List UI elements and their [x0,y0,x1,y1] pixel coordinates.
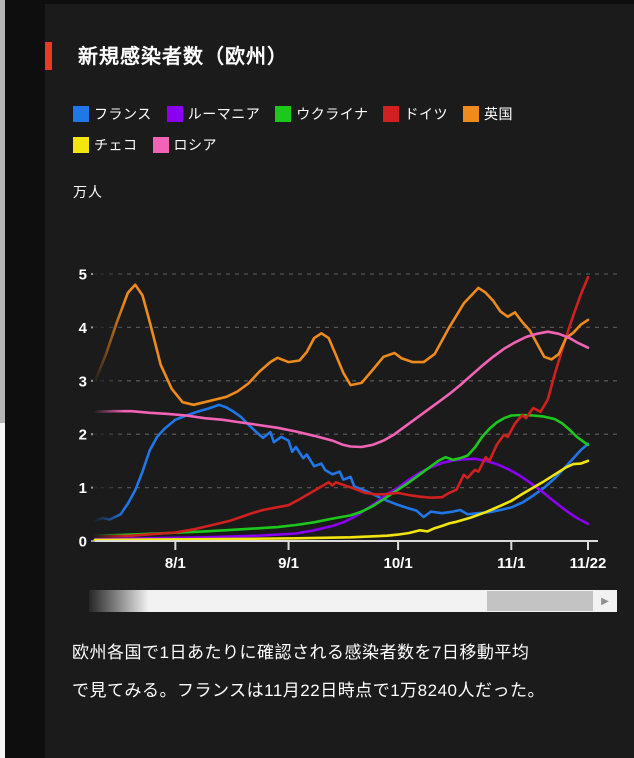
legend-item: ウクライナ [275,104,368,124]
series-line-英国 [93,283,590,407]
legend-item: 英国 [462,104,513,124]
content-panel: 新規感染者数（欧州） フランス ルーマニア ウクライナ ドイツ 英国 チェコ ロシア 万人 … [45,4,634,758]
x-axis-tick-label: 11/22 [570,555,607,572]
legend-label: ロシア [173,137,217,153]
description-line: で見てみる。フランスは11月22日時点で1万8240人だった。 [72,681,545,700]
series-line-フランス [93,403,590,523]
legend-item: ロシア [152,135,218,155]
legend-label: ドイツ [404,106,448,122]
chart-description: 欧州各国で1日あたりに確認される感染者数を7日移動平均 で見てみる。フランスは1… [72,634,545,710]
description-line: 欧州各国で1日あたりに確認される感染者数を7日移動平均 [72,643,530,662]
y-axis-tick-label: 2 [79,427,87,444]
page-scrollbar-thumb[interactable] [0,0,5,423]
page-scrollbar-track[interactable] [0,0,5,758]
legend-row: チェコ ロシア [73,135,513,155]
y-axis-tick-label: 4 [79,320,88,337]
series-line-チェコ [93,459,590,542]
y-axis-tick-label: 0 [79,534,87,551]
legend-swatch [462,106,479,122]
title-accent-bar [45,42,52,70]
legend-item: フランス [73,104,152,124]
chart-legend: フランス ルーマニア ウクライナ ドイツ 英国チェコ ロシア [73,104,513,155]
page-title: 新規感染者数（欧州） [78,46,288,68]
legend-label: フランス [94,106,152,122]
legend-swatch [383,106,400,122]
right-arrow-icon: ▶ [601,595,609,607]
y-axis-tick-label: 5 [79,267,87,284]
legend-swatch [73,137,89,153]
legend-item: ルーマニア [166,104,261,124]
legend-swatch [166,106,183,122]
series-line-ロシア [93,330,590,449]
y-axis-tick-label: 1 [79,480,87,497]
series-line-ウクライナ [93,413,590,538]
chart-scrollbar-thumb[interactable] [487,591,593,611]
line-chart: 0 1 2 3 4 5 8/1 9/1 10/1 11/1 11/22 [79,252,620,572]
chart-scrollbar-right-arrow[interactable]: ▶ [594,590,616,612]
legend-label: 英国 [483,106,513,122]
x-axis-tick-label: 8/1 [165,555,186,572]
legend-row: フランス ルーマニア ウクライナ ドイツ 英国 [73,104,513,124]
series-line-ドイツ [93,275,590,539]
legend-label: ルーマニア [187,106,261,122]
x-axis-tick-label: 10/1 [384,555,413,572]
x-axis-tick-label: 9/1 [278,555,299,572]
legend-swatch [152,137,169,153]
legend-item: ドイツ [383,104,448,124]
x-axis-tick-label: 11/1 [497,555,525,572]
legend-label: チェコ [94,137,138,153]
legend-swatch [275,106,292,122]
y-axis-unit-label: 万人 [73,184,103,200]
legend-item: チェコ [73,135,138,155]
chart-scrollbar-track[interactable]: ▶ [89,590,617,612]
legend-swatch [73,106,89,122]
legend-label: ウクライナ [296,106,369,122]
y-axis-tick-label: 3 [79,373,87,390]
